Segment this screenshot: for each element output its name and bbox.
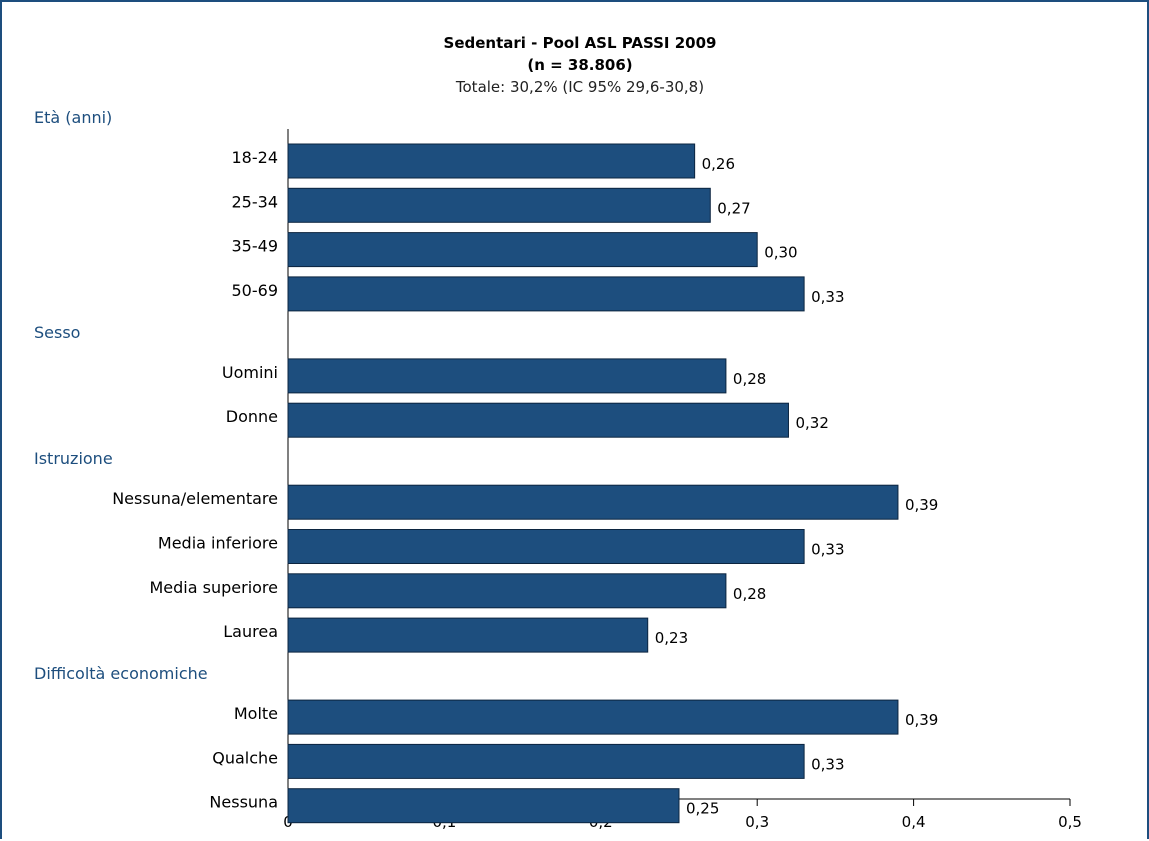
- x-tick-label: 0,3: [745, 813, 769, 831]
- data-label: 0,39: [905, 496, 938, 514]
- data-label: 0,25: [686, 800, 719, 818]
- bar: [287, 699, 899, 735]
- data-label: 0,28: [733, 585, 766, 603]
- data-label: 0,33: [811, 755, 844, 773]
- data-label: 0,26: [702, 155, 735, 173]
- bar: [287, 573, 727, 609]
- category-label: 35-49: [232, 237, 279, 256]
- data-label: 0,32: [795, 414, 828, 432]
- bar: [287, 358, 727, 394]
- data-label: 0,33: [811, 541, 844, 559]
- chart-subtitle: Totale: 30,2% (IC 95% 29,6-30,8): [455, 78, 704, 96]
- data-label: 0,23: [655, 629, 688, 647]
- group-label: Istruzione: [34, 449, 113, 468]
- chart-title-line2: (n = 38.806): [527, 56, 632, 74]
- bar: [287, 276, 805, 312]
- data-label: 0,27: [717, 199, 750, 217]
- bar: [287, 788, 680, 824]
- chart-title: Sedentari - Pool ASL PASSI 2009: [444, 34, 717, 52]
- bar: [287, 143, 696, 179]
- x-tick-label: 0,5: [1058, 813, 1082, 831]
- category-label: 50-69: [232, 281, 279, 300]
- bar: [287, 187, 711, 223]
- data-label: 0,28: [733, 370, 766, 388]
- bar: [287, 743, 805, 779]
- category-label: Nessuna/elementare: [112, 489, 278, 508]
- bar: [287, 484, 899, 520]
- bar: [287, 402, 789, 438]
- data-label: 0,39: [905, 711, 938, 729]
- category-label: Media inferiore: [158, 534, 278, 553]
- group-label: Sesso: [34, 323, 80, 342]
- bar: [287, 617, 649, 653]
- category-label: Molte: [234, 704, 278, 723]
- category-label: 25-34: [232, 192, 279, 211]
- group-label: Difficoltà economiche: [34, 664, 208, 683]
- category-label: 18-24: [232, 148, 279, 167]
- data-label: 0,33: [811, 288, 844, 306]
- data-label: 0,30: [764, 244, 797, 262]
- x-tick-label: 0,4: [902, 813, 926, 831]
- group-label: Età (anni): [34, 108, 112, 127]
- category-label: Qualche: [212, 748, 278, 767]
- category-label: Nessuna: [209, 793, 278, 812]
- category-label: Media superiore: [150, 578, 279, 597]
- category-label: Uomini: [222, 363, 278, 382]
- category-label: Donne: [226, 407, 278, 426]
- bar: [287, 529, 805, 564]
- category-label: Laurea: [223, 622, 278, 641]
- bar: [287, 232, 758, 268]
